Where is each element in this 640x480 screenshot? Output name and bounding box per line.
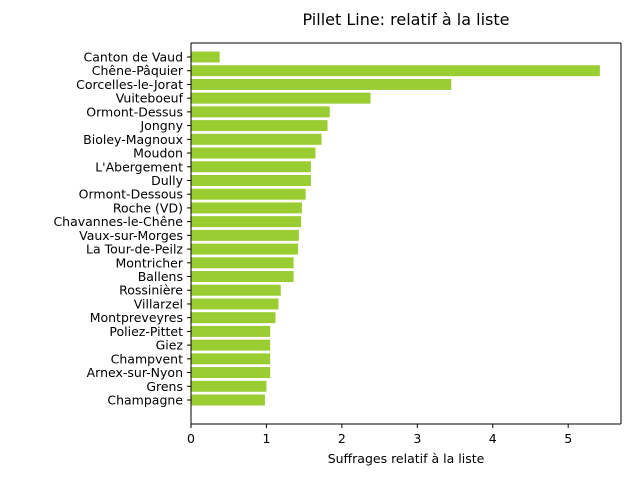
bar (191, 106, 330, 118)
y-tick-label: Dully (151, 173, 183, 188)
bar (191, 298, 279, 310)
x-axis-label: Suffrages relatif à la liste (328, 451, 485, 466)
y-tick-label: Giez (156, 338, 184, 353)
y-tick-label: Rossinière (119, 283, 183, 298)
bar (191, 161, 311, 173)
bar (191, 78, 452, 90)
y-tick-label: Jongny (139, 118, 183, 133)
x-tick-label: 4 (489, 431, 497, 446)
bar (191, 147, 316, 159)
bar (191, 271, 294, 283)
bar (191, 367, 271, 379)
y-tick-label: Chavannes-le-Chêne (53, 214, 183, 229)
y-tick-label: Champvent (111, 351, 183, 366)
y-tick-label: L'Abergement (95, 159, 183, 174)
bar (191, 229, 299, 241)
bar (191, 65, 600, 77)
bar (191, 380, 267, 392)
x-tick-label: 0 (187, 431, 195, 446)
y-tick-label: Roche (VD) (113, 200, 183, 215)
y-tick-label: Ormont-Dessous (79, 187, 183, 202)
bar (191, 243, 299, 255)
bar (191, 284, 281, 296)
bar (191, 339, 271, 351)
bar (191, 174, 311, 186)
x-tick-label: 2 (338, 431, 346, 446)
chart-title: Pillet Line: relatif à la liste (303, 10, 510, 29)
y-tick-label: Arnex-sur-Nyon (87, 365, 183, 380)
y-tick-label: Bioley-Magnoux (83, 132, 183, 147)
y-tick-label: Champagne (107, 393, 183, 408)
x-tick-label: 5 (564, 431, 572, 446)
bar (191, 133, 322, 145)
x-axis-ticks: 0 1 2 3 4 5 (187, 424, 572, 446)
y-tick-label: Vaux-sur-Morges (79, 228, 183, 243)
y-tick-label: Montricher (116, 255, 184, 270)
y-tick-label: Montpreveyres (90, 310, 183, 325)
bar (191, 216, 302, 228)
y-tick-label: La Tour-de-Peilz (86, 242, 183, 257)
bar (191, 188, 306, 200)
bar (191, 51, 220, 63)
axes-frame (190, 42, 622, 425)
bar (191, 120, 328, 132)
x-tick-label: 3 (413, 431, 421, 446)
y-tick-label: Villarzel (134, 296, 183, 311)
y-tick-label: Poliez-Pittet (109, 324, 183, 339)
y-tick-label: Canton de Vaud (84, 50, 183, 65)
bar (191, 312, 276, 324)
y-tick-label: Corcelles-le-Jorat (76, 77, 183, 92)
bar (191, 257, 294, 269)
y-tick-label: Ormont-Dessus (86, 104, 183, 119)
y-tick-label: Vuiteboeuf (116, 91, 184, 106)
y-tick-label: Grens (146, 379, 183, 394)
y-tick-label: Ballens (138, 269, 183, 284)
x-tick-label: 1 (262, 431, 270, 446)
bars-group (191, 51, 600, 406)
bar (191, 353, 271, 365)
y-tick-label: Chêne-Pâquier (92, 63, 184, 78)
bar (191, 202, 302, 214)
y-tick-label: Moudon (133, 146, 183, 161)
bar (191, 92, 371, 104)
bar (191, 394, 265, 406)
bar (191, 325, 271, 337)
y-axis-ticks: Canton de VaudChêne-PâquierCorcelles-le-… (53, 50, 191, 408)
